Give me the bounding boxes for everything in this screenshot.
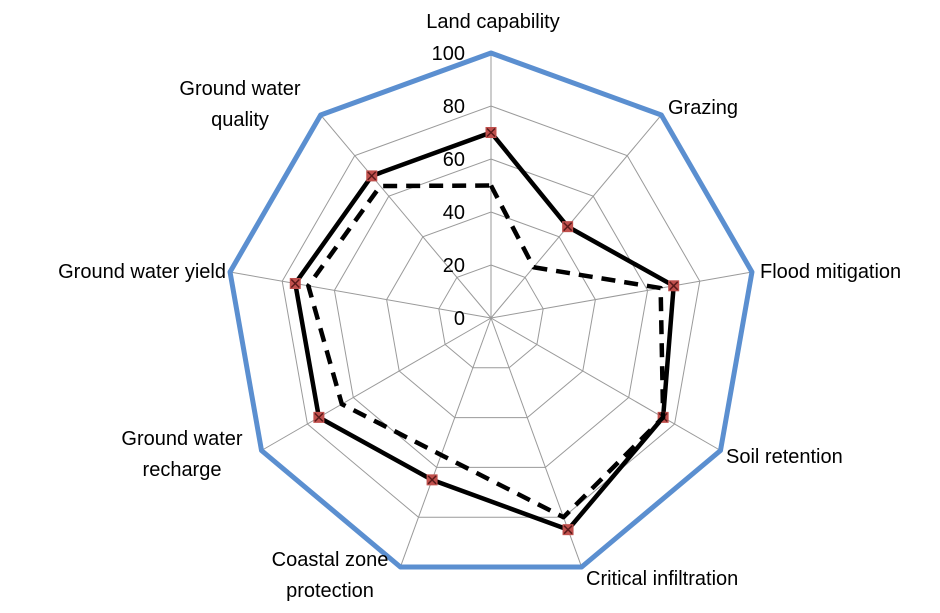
tick-label: 80 — [443, 96, 465, 118]
category-label: Coastal zone protection — [272, 549, 389, 602]
category-label: Critical infiltration — [586, 568, 738, 590]
tick-label: 0 — [454, 308, 465, 330]
category-label-line: Ground water — [121, 428, 243, 450]
marker-cross — [669, 281, 679, 291]
marker-cross — [367, 171, 377, 181]
category-label-line: Land capability — [426, 11, 559, 33]
data-point-marker — [313, 411, 325, 423]
category-label: Flood mitigation — [760, 261, 901, 283]
grid-ring — [281, 105, 701, 518]
grid-spoke — [229, 271, 492, 319]
grid-spoke — [261, 317, 492, 451]
grid-spoke — [320, 114, 492, 319]
category-label: Soil retention — [726, 446, 843, 468]
grid-ring — [386, 211, 596, 419]
radial-axis-ticks: 0 20 40 60 80 100 — [432, 43, 465, 330]
grid-ring — [438, 264, 544, 369]
data-point-marker — [289, 277, 301, 289]
category-label: Land capability — [426, 11, 559, 33]
data-point-marker — [366, 170, 378, 182]
grid-spoke — [490, 317, 721, 451]
marker-cross — [314, 412, 324, 422]
data-point-marker — [426, 474, 438, 486]
marker-cross — [563, 525, 573, 535]
category-label-line: Ground water — [179, 78, 301, 100]
marker-cross — [563, 222, 573, 232]
series-line-1 — [227, 50, 755, 570]
category-label-line: Grazing — [668, 97, 738, 119]
series-line-2 — [293, 130, 676, 532]
grid-spoke — [399, 317, 492, 568]
category-label: Ground water quality — [179, 78, 301, 131]
category-label-line: Flood mitigation — [760, 261, 901, 283]
category-label: Ground water recharge — [121, 428, 243, 481]
marker-cross — [486, 127, 496, 138]
marker-cross — [290, 278, 300, 289]
category-label-line: quality — [211, 109, 269, 131]
series-line-3 — [306, 183, 666, 520]
tick-label: 40 — [443, 202, 465, 224]
tick-label: 20 — [443, 255, 465, 277]
marker-cross — [427, 475, 437, 485]
data-point-marker — [668, 280, 680, 292]
category-label-line: Coastal zone — [272, 549, 389, 571]
category-label-line: protection — [286, 580, 374, 602]
tick-label: 60 — [443, 149, 465, 171]
category-label: Ground water yield — [58, 261, 226, 283]
data-point-marker — [562, 221, 574, 233]
grid-spoke — [490, 114, 662, 319]
data-point-marker — [562, 524, 574, 536]
tick-label: 100 — [432, 43, 465, 65]
grid-ring — [333, 158, 649, 468]
category-label-line: Soil retention — [726, 446, 843, 468]
category-label-line: recharge — [143, 459, 222, 481]
category-label-line: Ground water yield — [58, 261, 226, 283]
radar-series — [227, 50, 755, 570]
category-label: Grazing — [668, 97, 738, 119]
category-labels: Land capability Grazing Flood mitigation So… — [58, 11, 901, 602]
category-label-line: Critical infiltration — [586, 568, 738, 590]
grid-spoke — [490, 271, 753, 319]
data-point-marker — [485, 127, 497, 138]
